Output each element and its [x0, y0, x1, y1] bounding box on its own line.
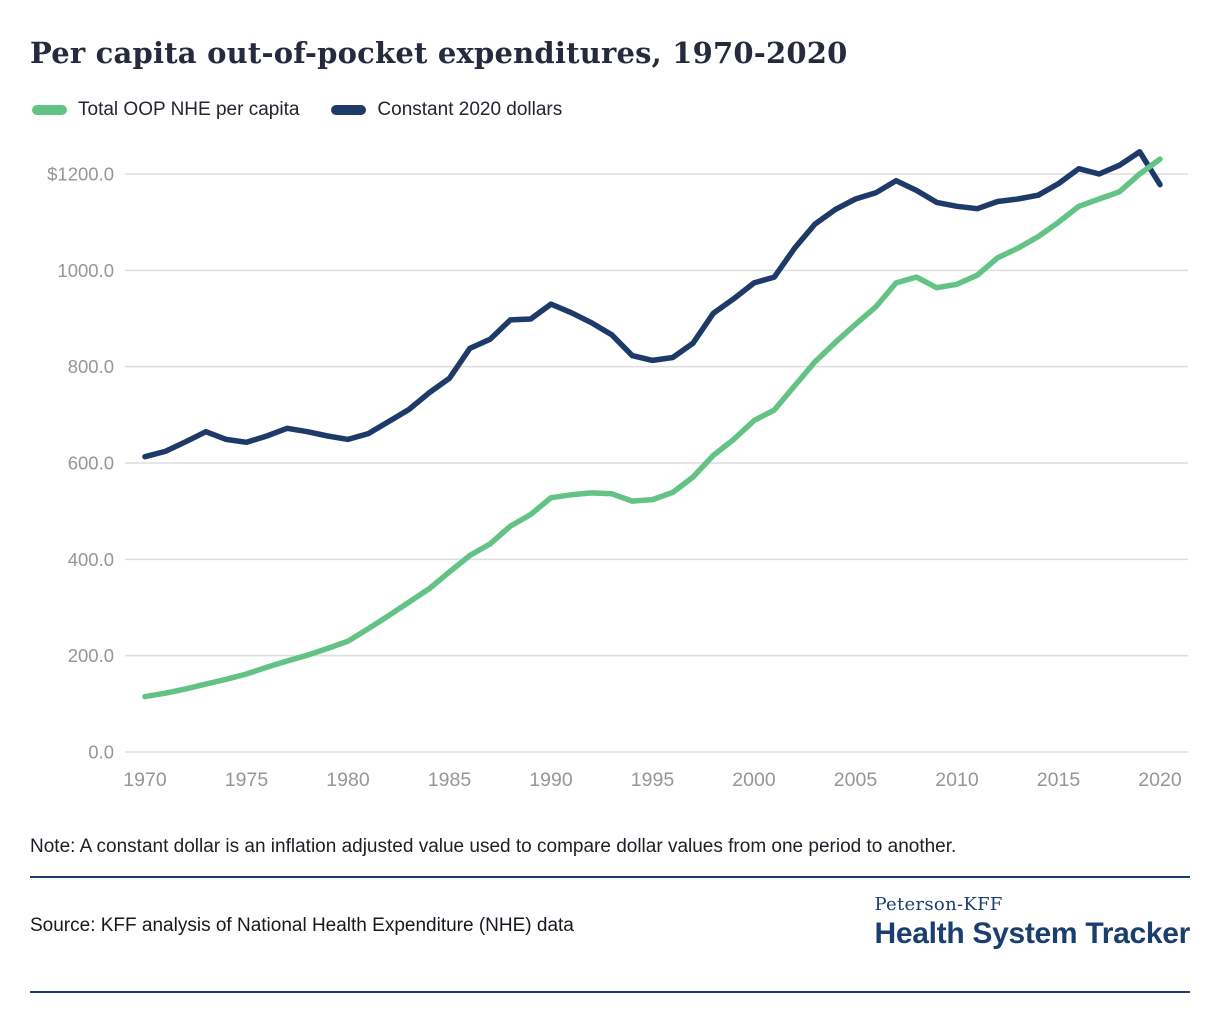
- x-axis-tick-label: 1990: [529, 769, 573, 791]
- y-axis-tick-label: 1000.0: [57, 260, 114, 281]
- brand-health-system-tracker: Health System Tracker: [874, 917, 1190, 950]
- y-axis-tick-label: 800.0: [68, 356, 114, 377]
- x-axis-tick-label: 1995: [631, 769, 675, 791]
- x-axis-tick-label: 2000: [732, 769, 776, 791]
- series-line-constant-2020-dollars: [142, 149, 1163, 460]
- legend-swatch-1: [331, 105, 367, 115]
- legend: Total OOP NHE per capita Constant 2020 do…: [32, 98, 1190, 122]
- chart-note: Note: A constant dollar is an inflation …: [30, 836, 1190, 878]
- legend-swatch-0: [32, 105, 67, 115]
- x-axis-tick-label: 2005: [834, 769, 878, 791]
- x-axis-tick-label: 2010: [935, 769, 979, 791]
- y-axis-tick-label: 200.0: [68, 645, 114, 666]
- bottom-divider: [30, 991, 1190, 993]
- x-axis-tick-label: 1985: [428, 769, 472, 791]
- chart-canvas: $1200.0 1000.0 800.0 600.0 400.0 200.0 0.0 1970…: [47, 149, 1188, 791]
- legend-label: Total OOP NHE per capita: [78, 99, 300, 120]
- legend-label: Constant 2020 dollars: [377, 99, 563, 120]
- y-axis-tick-label: 0.0: [88, 742, 114, 763]
- page-title: Per capita out-of-pocket expenditures, 1…: [30, 36, 848, 70]
- x-axis-tick-label: 1980: [326, 769, 370, 791]
- source-text: Source: KFF analysis of National Health …: [30, 915, 574, 936]
- x-axis-tick-label: 2020: [1138, 769, 1182, 791]
- footer: Source: KFF analysis of National Health …: [30, 894, 1190, 951]
- x-axis-tick-label: 1970: [123, 769, 167, 791]
- brand-logo[interactable]: Peterson-KFF Health System Tracker: [874, 894, 1190, 951]
- x-axis-tick-label: 1975: [225, 769, 269, 791]
- brand-peterson-kff: Peterson-KFF: [874, 894, 1003, 915]
- y-axis-tick-label: $1200.0: [47, 164, 114, 185]
- legend-item: Constant 2020 dollars: [331, 99, 562, 121]
- x-axis-tick-label: 2015: [1037, 769, 1081, 791]
- line-chart: $1200.0 1000.0 800.0 600.0 400.0 200.0 0.0 1970…: [30, 134, 1190, 794]
- series-line-total-oop-nhe-per-capita: [142, 156, 1163, 700]
- y-axis-tick-label: 600.0: [68, 453, 114, 474]
- y-axis-tick-label: 400.0: [68, 549, 114, 570]
- legend-item: Total OOP NHE per capita: [32, 99, 299, 121]
